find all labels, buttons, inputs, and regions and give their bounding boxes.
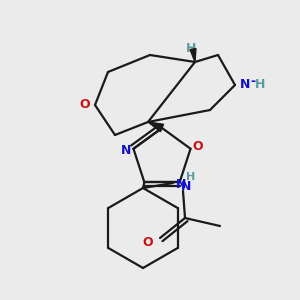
Polygon shape — [190, 49, 196, 62]
Text: H: H — [186, 172, 195, 182]
Polygon shape — [148, 122, 164, 132]
Text: H: H — [186, 41, 196, 55]
Text: -: - — [250, 74, 255, 88]
Text: O: O — [80, 98, 90, 112]
Text: N: N — [176, 178, 186, 191]
Text: N: N — [240, 79, 250, 92]
Text: O: O — [192, 140, 203, 153]
Text: H: H — [255, 79, 266, 92]
Text: N: N — [121, 144, 132, 157]
Text: N: N — [180, 180, 191, 193]
Text: O: O — [143, 236, 153, 250]
